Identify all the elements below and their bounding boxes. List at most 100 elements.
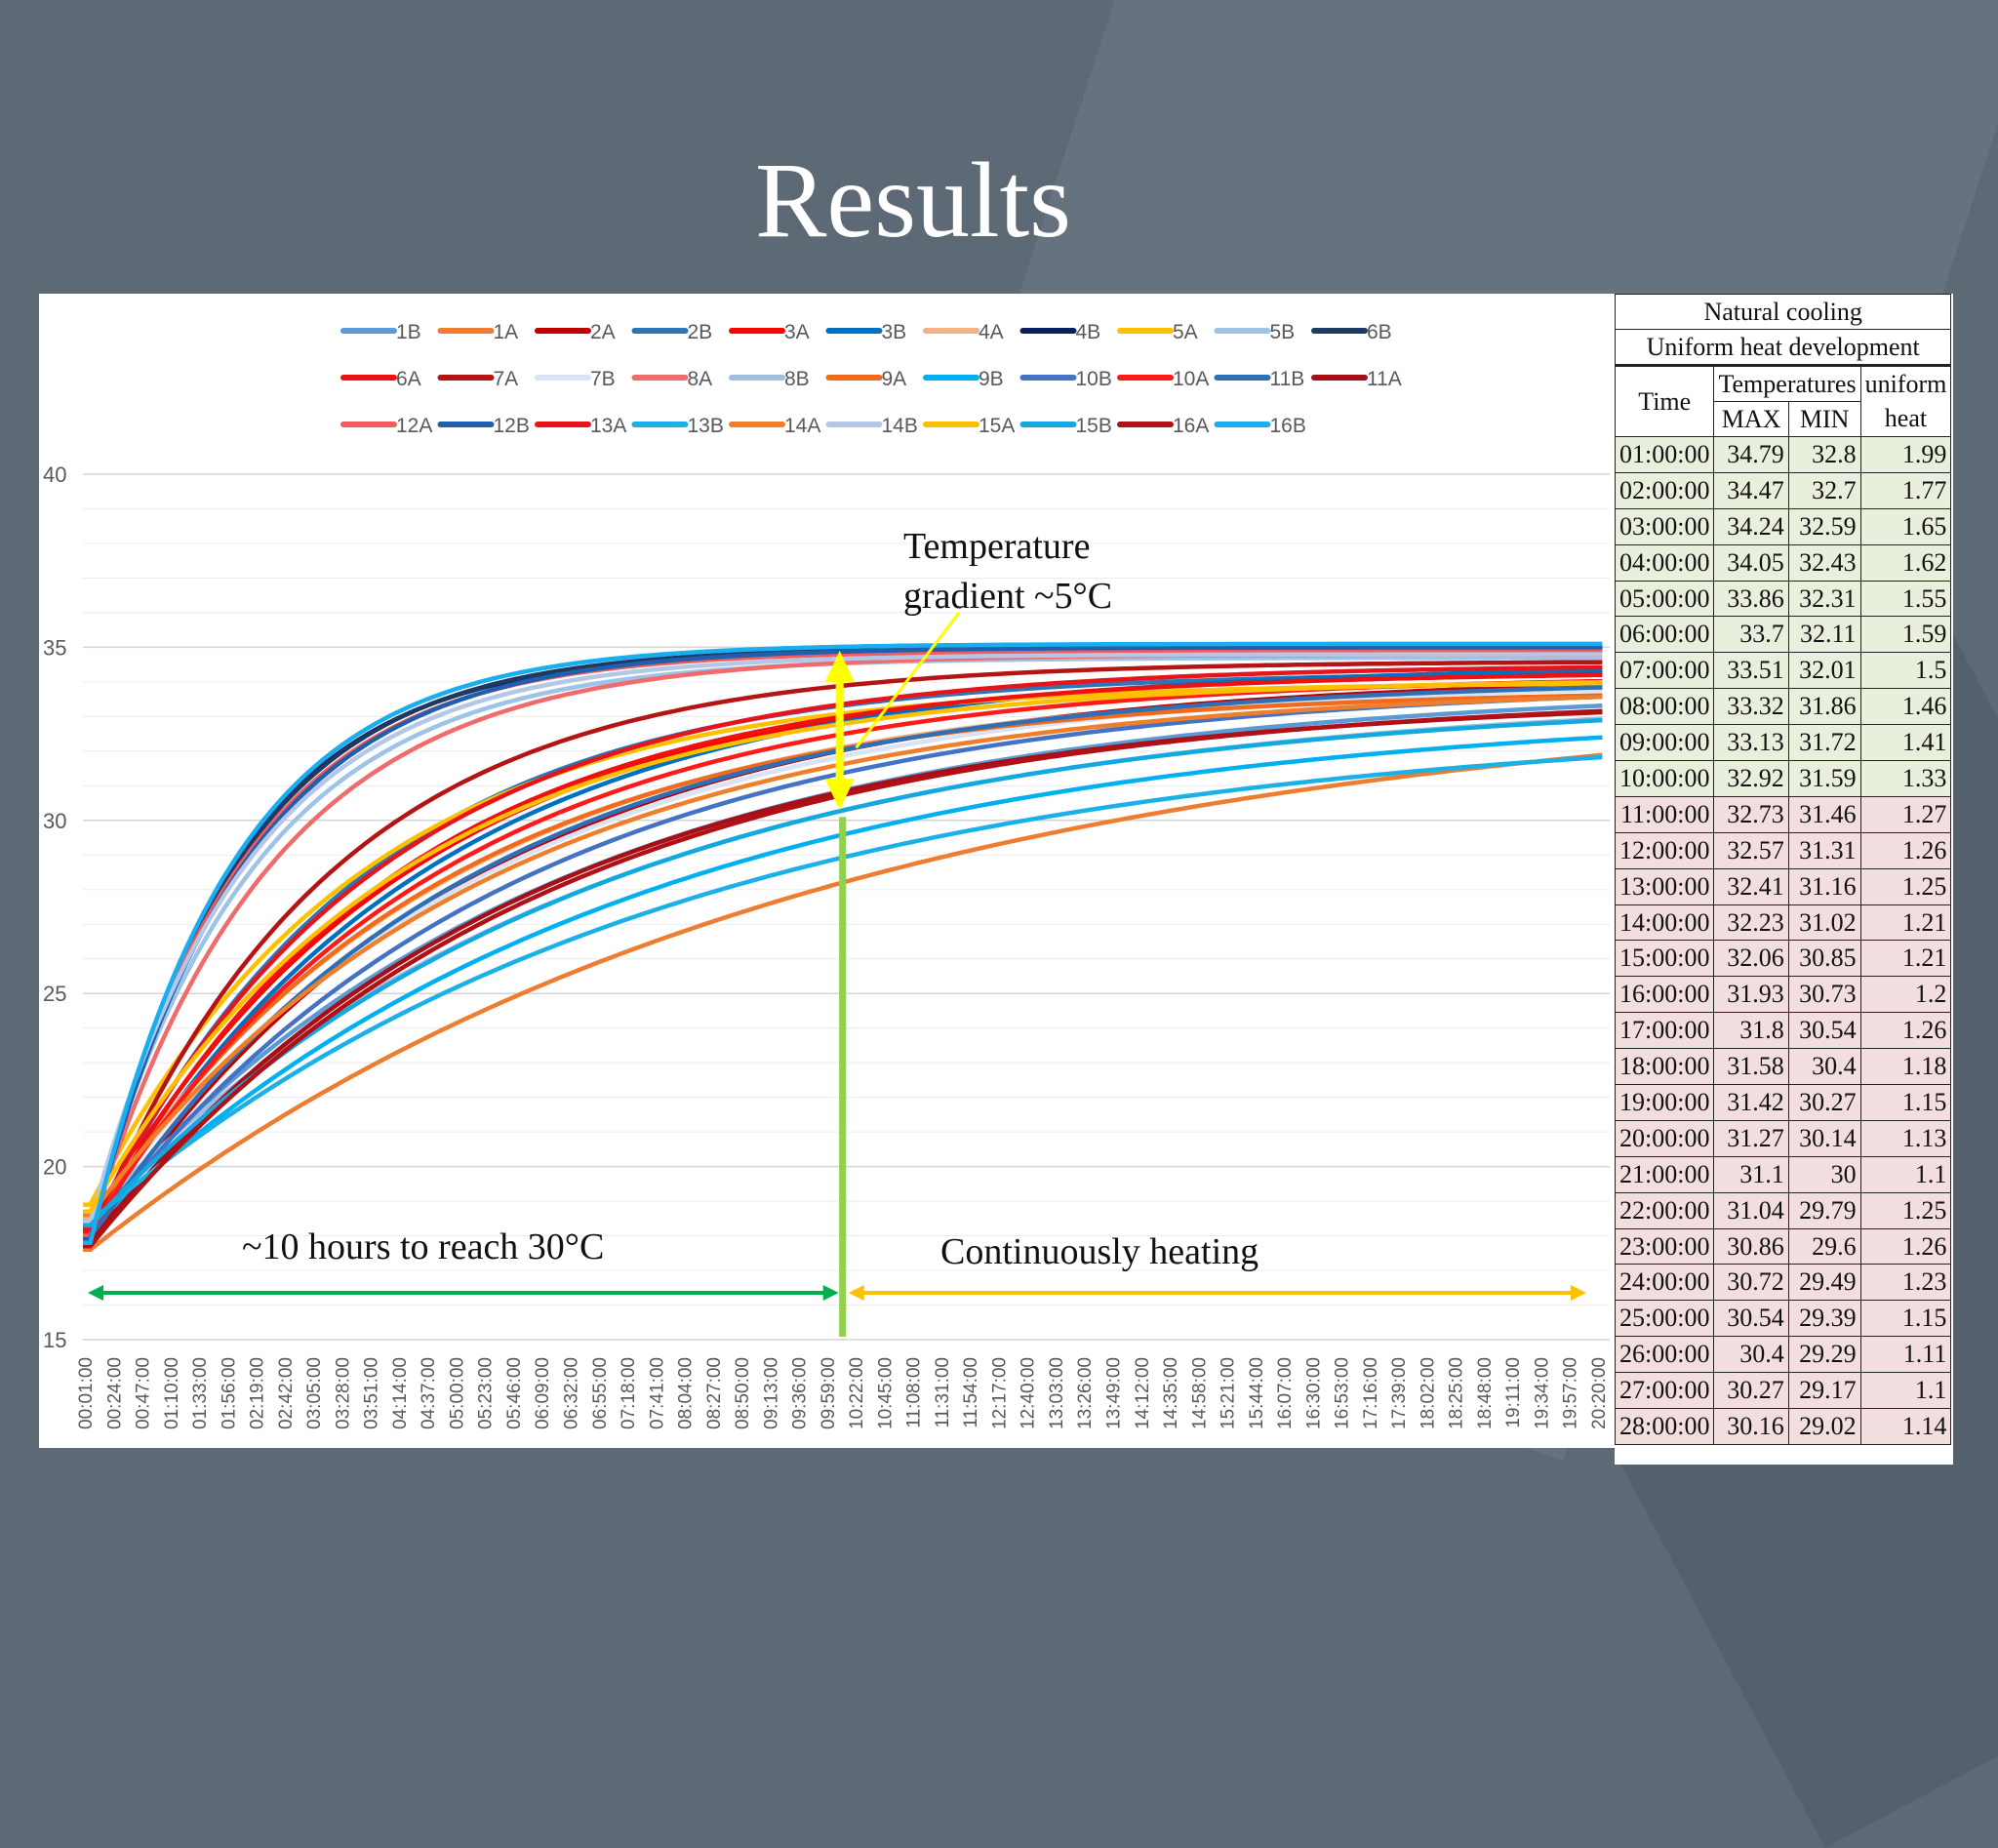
cell-min: 32.8 bbox=[1787, 436, 1861, 473]
cell-uniform-heat: 1.14 bbox=[1859, 1408, 1952, 1445]
cell-min: 31.46 bbox=[1787, 795, 1861, 833]
table-row: 28:00:00 30.16 29.02 1.14 bbox=[1614, 1408, 1952, 1445]
cell-max: 30.16 bbox=[1713, 1408, 1789, 1445]
right-span-label: Continuously heating bbox=[940, 1231, 1259, 1272]
cell-min: 30.54 bbox=[1787, 1012, 1861, 1050]
cell-max: 31.58 bbox=[1713, 1048, 1789, 1086]
cell-time: 12:00:00 bbox=[1614, 831, 1715, 869]
legend-label-4A: 4A bbox=[979, 321, 1004, 343]
legend-label-2A: 2A bbox=[590, 321, 616, 343]
table-row: 16:00:00 31.93 30.73 1.2 bbox=[1614, 976, 1952, 1014]
x-tick-label: 05:23:00 bbox=[476, 1357, 497, 1429]
cell-min: 32.43 bbox=[1787, 543, 1861, 582]
cell-min: 29.02 bbox=[1787, 1408, 1861, 1445]
cell-max: 34.05 bbox=[1713, 543, 1789, 582]
right-span-arrow-head bbox=[848, 1285, 864, 1301]
temperature-chart: 15 20 25 30 35 40 00:01:00 00:24:00 00:47:00 01:1… bbox=[43, 321, 1610, 1429]
x-tick-label: 19:11:00 bbox=[1503, 1357, 1524, 1428]
x-tick-label: 09:59:00 bbox=[819, 1357, 839, 1429]
x-tick-label: 19:57:00 bbox=[1561, 1357, 1581, 1429]
cell-min: 29.49 bbox=[1787, 1264, 1861, 1302]
legend-label-10B: 10B bbox=[1076, 368, 1112, 390]
gradient-annotation-line2: gradient ~5°C bbox=[903, 576, 1112, 617]
cell-min: 31.16 bbox=[1787, 867, 1861, 905]
x-tick-label: 07:18:00 bbox=[619, 1357, 639, 1429]
cell-min: 29.29 bbox=[1787, 1336, 1861, 1374]
x-tick-label: 18:02:00 bbox=[1418, 1357, 1438, 1429]
cell-time: 06:00:00 bbox=[1614, 616, 1715, 654]
legend-label-14A: 14A bbox=[784, 415, 820, 437]
legend-label-6A: 6A bbox=[396, 368, 421, 390]
x-tick-label: 10:22:00 bbox=[847, 1357, 867, 1429]
x-tick-label: 04:37:00 bbox=[419, 1357, 439, 1429]
table-row: 23:00:00 30.86 29.6 1.26 bbox=[1614, 1227, 1952, 1265]
gradient-arrow-head-up bbox=[824, 650, 855, 682]
legend-label-4B: 4B bbox=[1076, 321, 1101, 343]
legend-label-13B: 13B bbox=[688, 415, 724, 437]
table-header-row: Time Temperatures uniform bbox=[1614, 365, 1952, 437]
col-header-time: Time bbox=[1614, 365, 1715, 437]
legend-label-5A: 5A bbox=[1173, 321, 1198, 343]
y-tick-label: 30 bbox=[43, 809, 66, 833]
legend-label-3B: 3B bbox=[882, 321, 907, 343]
table-row: 14:00:00 32.23 31.02 1.21 bbox=[1614, 904, 1952, 942]
cell-min: 31.02 bbox=[1787, 904, 1861, 942]
cell-max: 34.24 bbox=[1713, 507, 1789, 545]
legend-label-9B: 9B bbox=[979, 368, 1004, 390]
x-tick-label: 08:27:00 bbox=[704, 1357, 725, 1429]
cell-time: 23:00:00 bbox=[1614, 1227, 1715, 1265]
cell-uniform-heat: 1.26 bbox=[1859, 831, 1952, 869]
x-tick-label: 15:21:00 bbox=[1219, 1357, 1239, 1429]
table-row: 04:00:00 34.05 32.43 1.62 bbox=[1614, 543, 1952, 582]
cell-time: 24:00:00 bbox=[1614, 1264, 1715, 1302]
x-tick-label: 11:31:00 bbox=[933, 1357, 953, 1428]
x-tick-label: 11:54:00 bbox=[961, 1357, 981, 1428]
legend-label-10A: 10A bbox=[1173, 368, 1209, 390]
cell-min: 30.4 bbox=[1787, 1048, 1861, 1086]
table-title-uniform-heat: Uniform heat development bbox=[1614, 329, 1952, 367]
table-row: 12:00:00 32.57 31.31 1.26 bbox=[1614, 831, 1952, 869]
table-row: 26:00:00 30.4 29.29 1.11 bbox=[1614, 1336, 1952, 1374]
x-tick-label: 14:58:00 bbox=[1189, 1357, 1210, 1429]
table-row: 17:00:00 31.8 30.54 1.26 bbox=[1614, 1012, 1952, 1050]
x-tick-label: 16:07:00 bbox=[1275, 1357, 1296, 1429]
x-tick-label: 08:04:00 bbox=[676, 1357, 697, 1429]
right-span-arrow-head bbox=[1571, 1285, 1586, 1301]
cell-time: 16:00:00 bbox=[1614, 976, 1715, 1014]
legend-label-16B: 16B bbox=[1270, 415, 1306, 437]
legend-label-2B: 2B bbox=[688, 321, 713, 343]
cell-uniform-heat: 1.21 bbox=[1859, 940, 1952, 978]
cell-max: 33.86 bbox=[1713, 580, 1789, 618]
table-row: 11:00:00 32.73 31.46 1.27 bbox=[1614, 795, 1952, 833]
table-row: 22:00:00 31.04 29.79 1.25 bbox=[1614, 1191, 1952, 1229]
x-tick-label: 09:13:00 bbox=[761, 1357, 781, 1429]
table-title-row: Natural cooling bbox=[1614, 294, 1952, 330]
cell-uniform-heat: 1.59 bbox=[1859, 616, 1952, 654]
cell-max: 31.27 bbox=[1713, 1119, 1789, 1157]
cell-max: 34.47 bbox=[1713, 471, 1789, 509]
cell-uniform-heat: 1.55 bbox=[1859, 580, 1952, 618]
cell-time: 26:00:00 bbox=[1614, 1336, 1715, 1374]
legend-label-12A: 12A bbox=[396, 415, 432, 437]
cell-uniform-heat: 1.18 bbox=[1859, 1048, 1952, 1086]
cell-max: 30.4 bbox=[1713, 1336, 1789, 1374]
cell-max: 33.13 bbox=[1713, 724, 1789, 762]
table-title-row: Uniform heat development bbox=[1614, 329, 1952, 367]
table-row: 06:00:00 33.7 32.11 1.59 bbox=[1614, 616, 1952, 654]
table-row: 20:00:00 31.27 30.14 1.13 bbox=[1614, 1119, 1952, 1157]
x-tick-label: 12:17:00 bbox=[989, 1357, 1010, 1429]
cell-max: 33.32 bbox=[1713, 688, 1789, 726]
x-tick-label: 00:24:00 bbox=[104, 1357, 125, 1429]
cell-time: 07:00:00 bbox=[1614, 652, 1715, 690]
legend-label-12B: 12B bbox=[494, 415, 530, 437]
cell-uniform-heat: 1.26 bbox=[1859, 1012, 1952, 1050]
x-tick-label: 02:42:00 bbox=[276, 1357, 297, 1429]
cell-uniform-heat: 1.65 bbox=[1859, 507, 1952, 545]
legend-label-8A: 8A bbox=[688, 368, 713, 390]
cell-time: 19:00:00 bbox=[1614, 1084, 1715, 1121]
legend-label-11B: 11B bbox=[1270, 368, 1305, 390]
legend-label-16A: 16A bbox=[1173, 415, 1209, 437]
cell-min: 30.27 bbox=[1787, 1084, 1861, 1121]
cell-min: 30.14 bbox=[1787, 1119, 1861, 1157]
cell-uniform-heat: 1.77 bbox=[1859, 471, 1952, 509]
